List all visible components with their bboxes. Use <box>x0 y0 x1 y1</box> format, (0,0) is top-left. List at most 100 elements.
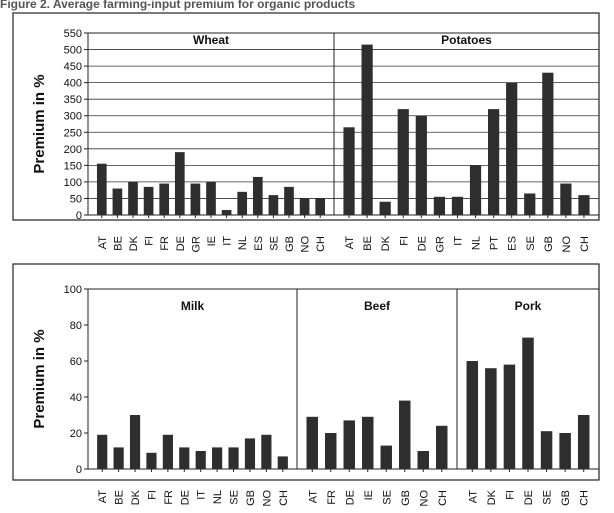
category-label: GB <box>284 236 296 252</box>
panel-title: Pork <box>515 299 542 313</box>
bar <box>524 193 536 215</box>
category-label: CH <box>278 490 290 506</box>
y-tick-label: 0 <box>76 210 82 222</box>
bar <box>436 425 448 469</box>
category-label: ES <box>507 236 519 251</box>
bar <box>179 447 190 469</box>
category-label: CH <box>579 490 591 506</box>
y-axis-label: Premium in % <box>31 74 48 173</box>
category-label: GB <box>245 490 257 506</box>
bar <box>146 452 157 469</box>
bar <box>469 165 482 215</box>
figure-title: Figure 2. Average farming-input premium … <box>0 0 356 11</box>
y-axis-label: Premium in % <box>31 329 48 428</box>
bar <box>228 447 239 469</box>
category-label: FR <box>159 236 171 251</box>
category-label: DE <box>175 236 187 251</box>
bar <box>451 196 464 215</box>
bar <box>299 198 310 215</box>
y-tick-label: 40 <box>70 392 82 404</box>
bar <box>206 181 216 215</box>
bar <box>252 176 263 215</box>
bar <box>559 433 571 469</box>
category-label: SE <box>229 490 241 505</box>
bar <box>113 447 124 469</box>
bar <box>577 415 590 469</box>
y-tick-label: 350 <box>64 94 82 106</box>
bar <box>397 109 409 215</box>
bar <box>284 186 294 215</box>
category-label: BE <box>112 236 124 251</box>
bar <box>522 337 534 469</box>
category-label: SE <box>381 490 393 505</box>
bar <box>361 44 373 215</box>
y-tick-label: 20 <box>70 428 82 440</box>
category-label: IT <box>452 236 464 246</box>
bar <box>542 72 554 215</box>
category-label: DK <box>130 489 142 505</box>
panel-title: Potatoes <box>441 33 492 47</box>
y-tick-label: 80 <box>70 320 82 332</box>
bar <box>343 420 355 469</box>
category-label: DK <box>486 489 498 505</box>
y-tick-label: 400 <box>64 78 82 90</box>
category-label: DK <box>128 235 140 251</box>
category-label: IE <box>206 236 218 246</box>
category-label: GB <box>400 490 412 506</box>
category-label: NO <box>561 236 573 253</box>
category-label: CH <box>315 236 327 252</box>
y-tick-label: 450 <box>64 61 82 73</box>
category-label: NL <box>237 236 249 250</box>
bar <box>162 434 173 469</box>
y-tick-label: 60 <box>70 356 82 368</box>
bar <box>417 451 429 469</box>
bar <box>362 416 374 469</box>
bar <box>325 433 337 469</box>
bar <box>540 431 553 469</box>
y-tick-label: 0 <box>76 464 82 476</box>
category-label: NO <box>418 490 430 507</box>
bar <box>506 82 518 216</box>
category-label: CH <box>437 490 449 506</box>
category-label: IT <box>196 490 208 500</box>
category-label: DE <box>523 490 535 505</box>
bar <box>190 183 201 215</box>
bar <box>277 456 288 469</box>
category-label: AT <box>97 490 109 504</box>
y-tick-label: 200 <box>64 144 82 156</box>
y-tick-label: 250 <box>64 127 82 139</box>
bar <box>415 115 427 215</box>
bar <box>379 201 391 215</box>
bar <box>380 445 392 469</box>
category-label: IE <box>363 490 375 500</box>
bar <box>96 163 107 215</box>
bar <box>221 210 232 215</box>
bar <box>503 364 516 469</box>
bar <box>433 196 445 215</box>
bar <box>399 400 411 469</box>
y-tick-label: 100 <box>64 284 82 296</box>
category-label: CH <box>579 236 591 252</box>
bar <box>343 127 355 215</box>
bar <box>128 181 138 215</box>
bar <box>195 451 206 469</box>
y-tick-label: 500 <box>64 45 82 57</box>
category-label: NO <box>261 490 273 507</box>
category-label: IT <box>222 236 234 246</box>
category-label: FR <box>163 490 175 505</box>
bar <box>315 198 326 215</box>
category-label: AT <box>307 490 319 504</box>
y-tick-label: 300 <box>64 111 82 123</box>
bar <box>488 109 500 215</box>
y-tick-label: 50 <box>70 193 82 205</box>
category-label: FI <box>504 490 516 500</box>
category-label: GR <box>434 236 446 253</box>
y-tick-label: 150 <box>64 160 82 172</box>
category-label: DK <box>380 235 392 251</box>
plot-area <box>87 288 600 470</box>
panel-title: Wheat <box>193 33 229 47</box>
bar <box>466 361 479 469</box>
bar <box>560 183 572 215</box>
bar <box>112 188 123 215</box>
category-label: AT <box>97 236 109 250</box>
